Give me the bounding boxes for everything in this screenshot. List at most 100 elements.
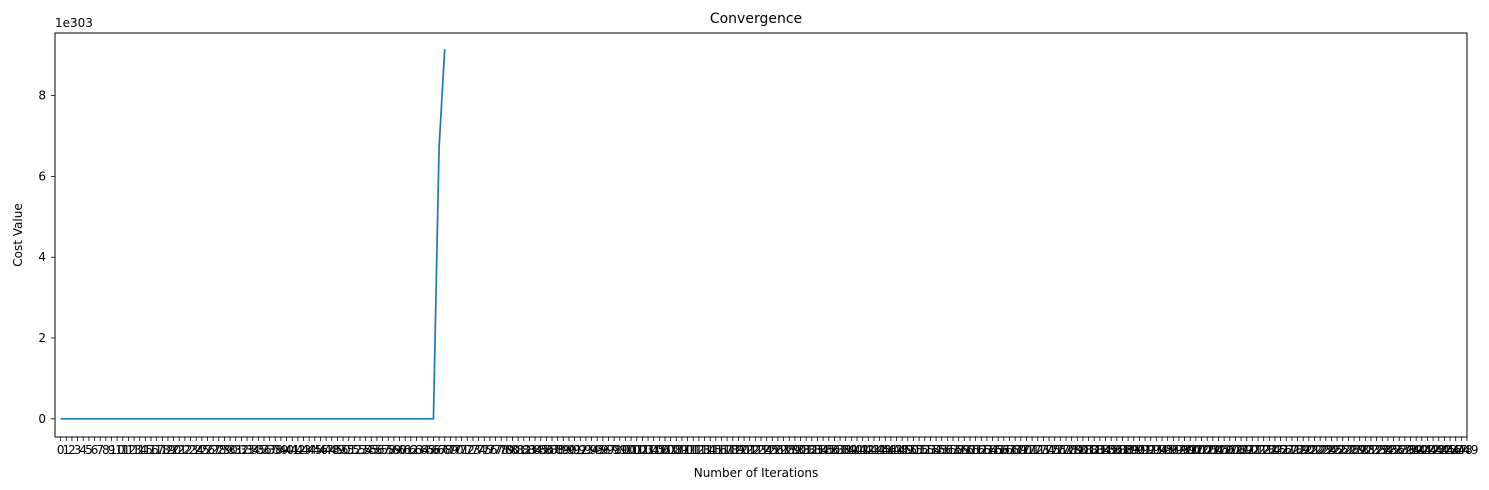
x-tick-label: 227 [1331, 443, 1354, 457]
x-tick-label: 239 [1399, 443, 1422, 457]
x-tick-label: 124 [750, 443, 773, 457]
x-tick-label: 249 [1456, 443, 1479, 457]
x-tick-label: 176 [1043, 443, 1066, 457]
x-tick-label: 60 [392, 443, 407, 457]
x-tick-label: 219 [1286, 443, 1309, 457]
x-tick-label: 76 [482, 443, 497, 457]
x-tick-label: 174 [1032, 443, 1055, 457]
x-tick-label: 59 [386, 443, 401, 457]
x-tick-label: 20 [166, 443, 181, 457]
x-tick-label: 91 [567, 443, 582, 457]
x-axis-ticks: 0123456789101112131415161718192021222324… [57, 437, 1479, 457]
x-tick-label: 152 [908, 443, 931, 457]
x-tick-label: 151 [902, 443, 925, 457]
x-tick-label: 4 [79, 443, 87, 457]
x-tick-label: 77 [488, 443, 503, 457]
x-tick-label: 31 [228, 443, 243, 457]
x-tick-label: 115 [699, 443, 722, 457]
x-tick-label: 195 [1151, 443, 1174, 457]
x-tick-label: 0 [57, 443, 65, 457]
x-tick-label: 243 [1422, 443, 1445, 457]
x-tick-label: 205 [1207, 443, 1230, 457]
x-tick-label: 246 [1439, 443, 1462, 457]
x-tick-label: 177 [1049, 443, 1072, 457]
x-tick-label: 237 [1388, 443, 1411, 457]
x-tick-label: 6 [91, 443, 99, 457]
x-tick-label: 186 [1100, 443, 1123, 457]
x-tick-label: 147 [879, 443, 902, 457]
x-tick-label: 216 [1269, 443, 1292, 457]
x-tick-label: 90 [561, 443, 576, 457]
x-tick-label: 41 [285, 443, 300, 457]
x-tick-label: 107 [654, 443, 677, 457]
x-tick-label: 96 [595, 443, 610, 457]
x-tick-label: 202 [1190, 443, 1213, 457]
x-tick-label: 223 [1309, 443, 1332, 457]
x-tick-label: 154 [919, 443, 942, 457]
x-tick-label: 203 [1196, 443, 1219, 457]
x-tick-label: 51 [341, 443, 356, 457]
x-tick-label: 123 [744, 443, 767, 457]
x-tick-label: 184 [1088, 443, 1111, 457]
x-tick-label: 56 [369, 443, 384, 457]
x-tick-label: 220 [1292, 443, 1315, 457]
x-tick-label: 182 [1077, 443, 1100, 457]
x-tick-label: 80 [505, 443, 520, 457]
x-tick-label: 17 [149, 443, 164, 457]
x-tick-label: 25 [194, 443, 209, 457]
x-tick-label: 34 [245, 443, 260, 457]
x-tick-label: 128 [772, 443, 795, 457]
x-tick-label: 24 [189, 443, 204, 457]
x-tick-label: 133 [800, 443, 823, 457]
x-tick-label: 2 [68, 443, 76, 457]
x-tick-label: 79 [499, 443, 514, 457]
x-tick-label: 8 [102, 443, 110, 457]
x-tick-label: 232 [1360, 443, 1383, 457]
x-tick-label: 110 [670, 443, 693, 457]
x-tick-label: 61 [398, 443, 413, 457]
x-tick-label: 18 [155, 443, 170, 457]
x-tick-label: 120 [727, 443, 750, 457]
x-tick-label: 48 [324, 443, 339, 457]
x-tick-label: 27 [206, 443, 221, 457]
x-tick-label: 62 [403, 443, 418, 457]
x-tick-label: 201 [1184, 443, 1207, 457]
x-tick-label: 168 [998, 443, 1021, 457]
x-tick-label: 146 [874, 443, 897, 457]
x-tick-label: 88 [550, 443, 565, 457]
x-tick-label: 104 [637, 443, 660, 457]
x-tick-label: 181 [1071, 443, 1094, 457]
x-tick-label: 127 [766, 443, 789, 457]
x-tick-label: 98 [607, 443, 622, 457]
x-tick-label: 116 [704, 443, 727, 457]
x-tick-label: 248 [1450, 443, 1473, 457]
x-tick-label: 225 [1320, 443, 1343, 457]
x-tick-label: 108 [659, 443, 682, 457]
x-tick-label: 188 [1111, 443, 1134, 457]
x-tick-label: 142 [851, 443, 874, 457]
x-tick-label: 93 [578, 443, 593, 457]
x-tick-label: 171 [1015, 443, 1038, 457]
x-tick-label: 3 [74, 443, 82, 457]
x-tick-label: 92 [573, 443, 588, 457]
x-tick-label: 230 [1348, 443, 1371, 457]
x-tick-label: 187 [1105, 443, 1128, 457]
x-tick-label: 22 [177, 443, 192, 457]
x-tick-label: 193 [1139, 443, 1162, 457]
x-tick-label: 49 [330, 443, 345, 457]
x-tick-label: 94 [584, 443, 599, 457]
x-tick-label: 118 [716, 443, 739, 457]
x-tick-label: 233 [1365, 443, 1388, 457]
x-tick-label: 163 [970, 443, 993, 457]
x-tick-label: 199 [1173, 443, 1196, 457]
x-tick-label: 170 [1009, 443, 1032, 457]
x-tick-label: 105 [642, 443, 665, 457]
y-tick-label: 4 [38, 250, 46, 264]
x-tick-label: 172 [1021, 443, 1044, 457]
x-tick-label: 26 [200, 443, 215, 457]
x-tick-label: 217 [1275, 443, 1298, 457]
x-tick-label: 245 [1433, 443, 1456, 457]
x-tick-label: 37 [262, 443, 277, 457]
x-tick-label: 160 [953, 443, 976, 457]
x-tick-label: 224 [1314, 443, 1337, 457]
